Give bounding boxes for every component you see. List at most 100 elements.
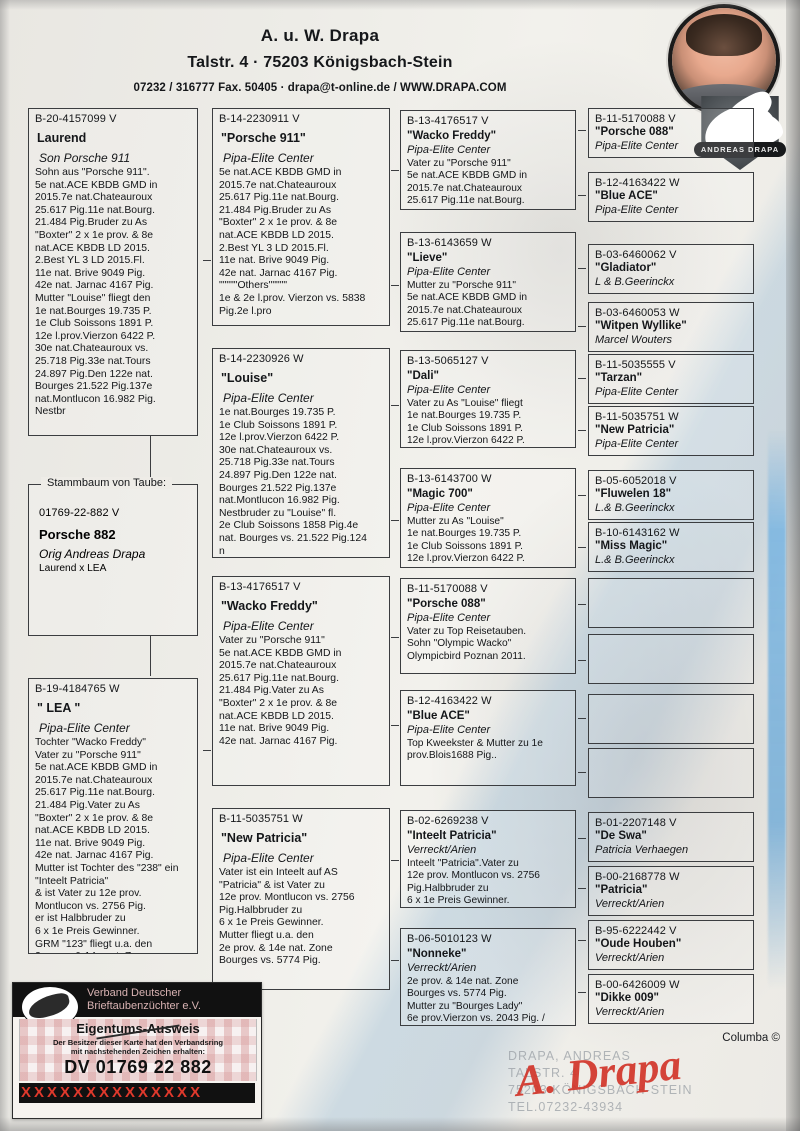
pedigree-box-gen4-6[interactable]: B-11-5035751 W "New Patricia" Pipa-Elite… <box>588 406 754 456</box>
pedigree-box-gen3-4[interactable]: B-13-6143700 W "Magic 700" Pipa-Elite Ce… <box>400 468 576 568</box>
bird-origin: L.& B.Geerinckx <box>595 502 675 514</box>
ring-number: B-11-5170088 V <box>407 583 488 595</box>
bird-name: "Gladiator" <box>595 262 657 274</box>
bird-name: "Wacko Freddy" <box>407 130 497 142</box>
bird-origin: L.& B.Geerinckx <box>595 554 675 566</box>
connector <box>578 772 586 773</box>
connector <box>578 604 586 605</box>
pedigree-box-gen4-11[interactable] <box>588 694 754 744</box>
card-association-line1: Verband Deutscher <box>87 987 182 999</box>
bird-origin: Pipa-Elite Center <box>595 140 679 152</box>
bird-achievements: Mutter zu "Porsche 911" 5e nat.ACE KBDB … <box>407 280 528 329</box>
subject-ring-number: 01769-22-882 V <box>39 507 120 519</box>
bird-origin: Pipa-Elite Center <box>595 438 679 450</box>
connector <box>578 992 586 993</box>
pedigree-box-gen4-12[interactable] <box>588 748 754 798</box>
pedigree-box-dam[interactable]: B-19-4184765 W " LEA " Pipa-Elite Center… <box>28 678 198 954</box>
ring-number: B-14-2230911 V <box>219 113 300 125</box>
scan-edge-right <box>786 0 800 1131</box>
pedigree-box-gen4-13[interactable]: B-01-2207148 V "De Swa" Patricia Verhaeg… <box>588 812 754 862</box>
scan-blue-artifact <box>768 430 786 990</box>
ownership-card: Verband Deutscher Brieftaubenzüchter e.V… <box>12 982 262 1119</box>
connector <box>391 860 399 861</box>
bird-origin: Pipa-Elite Center <box>595 204 679 216</box>
pedigree-box-gen3-5[interactable]: B-11-5170088 V "Porsche 088" Pipa-Elite … <box>400 578 576 674</box>
ring-number: B-11-5035751 W <box>595 411 679 423</box>
bird-name: "Wacko Freddy" <box>221 599 318 613</box>
ring-number: B-03-6460053 W <box>595 307 680 319</box>
address-stamp: DRAPA, ANDREAS TALSTR. 4 75203 KÖNIGSBAC… <box>508 1049 693 1114</box>
connector <box>391 637 399 638</box>
connector <box>150 436 151 482</box>
pedigree-box-gen3-3[interactable]: B-13-5065127 V "Dali" Pipa-Elite Center … <box>400 350 576 448</box>
connector <box>578 195 586 196</box>
bird-achievements: Vater zu As "Louise" fliegt 1e nat.Bourg… <box>407 398 525 447</box>
connector <box>578 838 586 839</box>
connector <box>391 960 399 961</box>
pedigree-box-gen3-6[interactable]: B-12-4163422 W "Blue ACE" Pipa-Elite Cen… <box>400 690 576 786</box>
logo-band-label: ANDREAS DRAPA <box>694 142 786 157</box>
bird-achievements: Vater ist ein Inteelt auf AS "Patricia" … <box>219 867 355 967</box>
pedigree-box-gen3-2[interactable]: B-13-6143659 W "Lieve" Pipa-Elite Center… <box>400 232 576 332</box>
pedigree-box-sire[interactable]: B-20-4157099 V Laurend Son Porsche 911 S… <box>28 108 198 436</box>
scan-edge-bottom <box>0 1117 800 1131</box>
letterhead: A. u. W. Drapa Talstr. 4 · 75203 Königsb… <box>0 26 640 94</box>
bird-name: "Tarzan" <box>595 372 643 384</box>
bird-origin: Verreckt/Arien <box>595 898 665 910</box>
bird-name: Laurend <box>37 131 87 145</box>
pedigree-box-gen2-2[interactable]: B-14-2230926 W "Louise" Pipa-Elite Cente… <box>212 348 390 558</box>
bird-name: "Blue ACE" <box>595 190 658 202</box>
pedigree-box-gen3-7[interactable]: B-02-6269238 V "Inteelt Patricia" Verrec… <box>400 810 576 908</box>
pedigree-box-gen4-10[interactable] <box>588 634 754 684</box>
bird-origin: L & B.Geerinckx <box>595 276 675 288</box>
bird-name: "Porsche 911" <box>221 131 306 145</box>
bird-name: "Magic 700" <box>407 488 473 500</box>
pedigree-box-gen4-16[interactable]: B-00-6426009 W "Dikke 009" Verreckt/Arie… <box>588 974 754 1024</box>
pedigree-box-gen4-9[interactable] <box>588 578 754 628</box>
card-footer-pattern <box>19 1083 255 1103</box>
bird-achievements: 1e nat.Bourges 19.735 P. 1e Club Soisson… <box>219 407 367 557</box>
bird-name: "Oude Houben" <box>595 938 682 950</box>
pedigree-box-gen4-2[interactable]: B-12-4163422 W "Blue ACE" Pipa-Elite Cen… <box>588 172 754 222</box>
subject-bird-frame[interactable]: Stammbaum von Taube: 01769-22-882 V Pors… <box>28 477 198 636</box>
ring-number: B-02-6269238 V <box>407 815 489 827</box>
bird-name: "New Patricia" <box>221 831 308 845</box>
pedigree-box-gen4-7[interactable]: B-05-6052018 V "Fluwelen 18" L.& B.Geeri… <box>588 470 754 520</box>
bird-origin: Son Porsche 911 <box>39 151 131 165</box>
bird-name: "Nonneke" <box>407 948 467 960</box>
pedigree-box-gen2-3[interactable]: B-13-4176517 V "Wacko Freddy" Pipa-Elite… <box>212 576 390 786</box>
connector <box>578 130 586 131</box>
bird-origin: Pipa-Elite Center <box>223 151 314 165</box>
pedigree-box-gen3-1[interactable]: B-13-4176517 V "Wacko Freddy" Pipa-Elite… <box>400 110 576 210</box>
pedigree-box-gen4-4[interactable]: B-03-6460053 W "Witpen Wyllike" Marcel W… <box>588 302 754 352</box>
subject-legend: Stammbaum von Taube: <box>41 477 173 489</box>
card-body: Eigentums-Ausweis Der Besitzer dieser Ka… <box>19 1019 257 1081</box>
pedigree-box-gen4-1[interactable]: B-11-5170088 V "Porsche 088" Pipa-Elite … <box>588 108 754 158</box>
pedigree-box-gen2-1[interactable]: B-14-2230911 V "Porsche 911" Pipa-Elite … <box>212 108 390 326</box>
pedigree-box-gen2-4[interactable]: B-11-5035751 W "New Patricia" Pipa-Elite… <box>212 808 390 990</box>
bird-origin: Pipa-Elite Center <box>407 144 491 156</box>
bird-achievements: Mutter zu As "Louise" 1e nat.Bourges 19.… <box>407 516 525 565</box>
bird-name: "Louise" <box>221 371 274 385</box>
pedigree-box-gen4-15[interactable]: B-95-6222442 V "Oude Houben" Verreckt/Ar… <box>588 920 754 970</box>
ring-number: B-05-6052018 V <box>595 475 677 487</box>
bird-origin: Verreckt/Arien <box>407 844 477 856</box>
bird-origin: Verreckt/Arien <box>595 952 665 964</box>
breeder-address: Talstr. 4 · 75203 Königsbach-Stein <box>187 54 453 71</box>
bird-achievements: 2e prov. & 14e nat. Zone Bourges vs. 577… <box>407 976 545 1025</box>
bird-name: "Blue ACE" <box>407 710 470 722</box>
pedigree-box-gen3-8[interactable]: B-06-5010123 W "Nonneke" Verreckt/Arien … <box>400 928 576 1026</box>
connector <box>578 660 586 661</box>
pedigree-box-gen4-5[interactable]: B-11-5035555 V "Tarzan" Pipa-Elite Cente… <box>588 354 754 404</box>
bird-name: "Dikke 009" <box>595 992 659 1004</box>
connector <box>578 430 586 431</box>
ring-number: B-12-4163422 W <box>407 695 492 707</box>
connector <box>578 547 586 548</box>
card-association-line2: Brieftaubenzüchter e.V. <box>87 1000 201 1012</box>
pedigree-box-gen4-14[interactable]: B-00-2168778 W "Patricia" Verreckt/Arien <box>588 866 754 916</box>
ring-number: B-00-6426009 W <box>595 979 680 991</box>
pedigree-box-gen4-8[interactable]: B-10-6143162 W "Miss Magic" L.& B.Geerin… <box>588 522 754 572</box>
connector <box>578 940 586 941</box>
pedigree-box-gen4-3[interactable]: B-03-6460062 V "Gladiator" L & B.Geerinc… <box>588 244 754 294</box>
